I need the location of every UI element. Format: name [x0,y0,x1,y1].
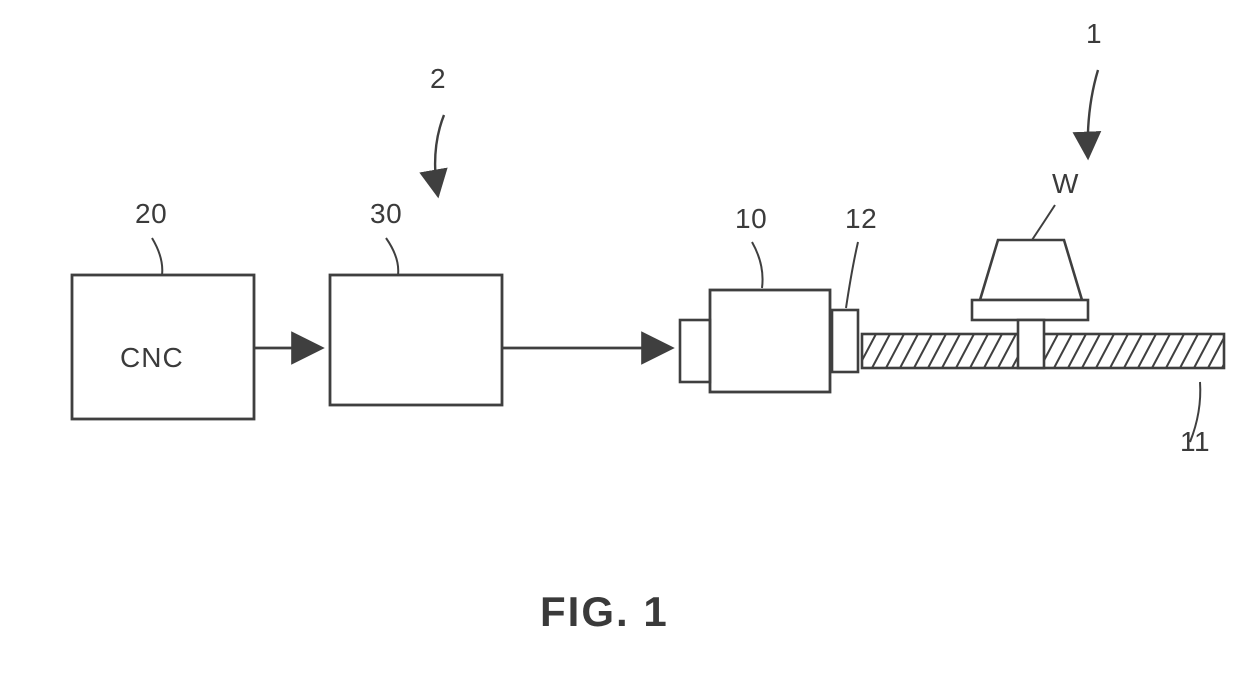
motor-block [710,290,830,392]
leader-30 [386,238,398,275]
label-20: 20 [135,198,167,230]
ref-arrow-2 [435,115,444,196]
label-1: 1 [1086,18,1102,50]
label-12: 12 [845,203,877,235]
leader-20 [152,238,162,275]
amplifier-block [330,275,502,405]
leader-W [1032,205,1055,240]
coupling-block [832,310,858,372]
label-30: 30 [370,198,402,230]
diagram-svg [0,0,1240,674]
label-11: 11 [1180,426,1210,458]
leader-10 [752,242,763,288]
diagram-stage: 1 2 20 30 10 12 W 11 CNC FIG. 1 [0,0,1240,674]
tool-head [980,240,1082,300]
label-W: W [1052,168,1079,200]
ref-arrow-1 [1088,70,1098,158]
figure-caption: FIG. 1 [540,588,669,636]
leader-12 [846,242,858,308]
label-2: 2 [430,63,446,95]
label-10: 10 [735,203,767,235]
cnc-block-label: CNC [120,342,184,374]
tool-stem [1018,320,1044,368]
tool-base [972,300,1088,320]
motor-end-block [680,320,710,382]
